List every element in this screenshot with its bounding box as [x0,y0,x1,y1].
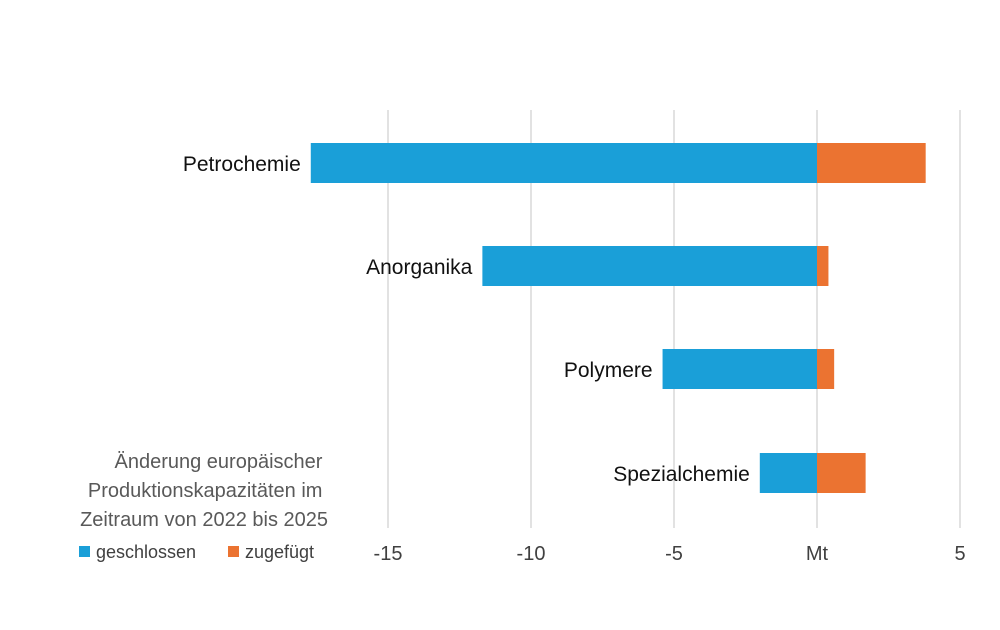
x-tick-label-3: Mt [806,543,829,565]
bars [310,143,926,493]
bar-spezialchemie-geschlossen [759,453,817,493]
category-labels: Petrochemie Anorganika Polymere Spezialchem… [183,153,750,486]
annotation-line-2: Produktionskapazitäten im [88,480,323,502]
category-label-spezialchemie: Spezialchemie [613,463,750,486]
category-label-polymere: Polymere [564,359,653,382]
bar-spezialchemie-zugefuegt [817,453,866,493]
annotation-line-3: Zeitraum von 2022 bis 2025 [80,509,328,531]
bar-anorganika-zugefuegt [817,246,829,286]
annotation: Änderung europäischer Produktionskapazit… [80,451,328,531]
category-label-petrochemie: Petrochemie [183,153,301,176]
legend-swatch-zugefuegt [228,546,239,557]
legend-label-geschlossen: geschlossen [96,542,196,562]
x-tick-label-2: -5 [665,543,683,565]
category-label-anorganika: Anorganika [366,256,473,279]
bar-petrochemie-geschlossen [310,143,817,183]
bar-polymere-geschlossen [662,349,817,389]
legend: geschlossen zugefügt [79,542,314,562]
legend-label-zugefuegt: zugefügt [245,542,314,562]
x-tick-label-1: -10 [517,543,546,565]
x-tick-label-0: -15 [374,543,403,565]
x-tick-label-4: 5 [954,543,965,565]
bar-polymere-zugefuegt [817,349,835,389]
annotation-line-1: Änderung europäischer [115,451,323,473]
legend-swatch-geschlossen [79,546,90,557]
bar-petrochemie-zugefuegt [817,143,926,183]
x-axis-tick-labels: -15 -10 -5 Mt 5 [374,543,966,565]
bar-anorganika-geschlossen [482,246,817,286]
